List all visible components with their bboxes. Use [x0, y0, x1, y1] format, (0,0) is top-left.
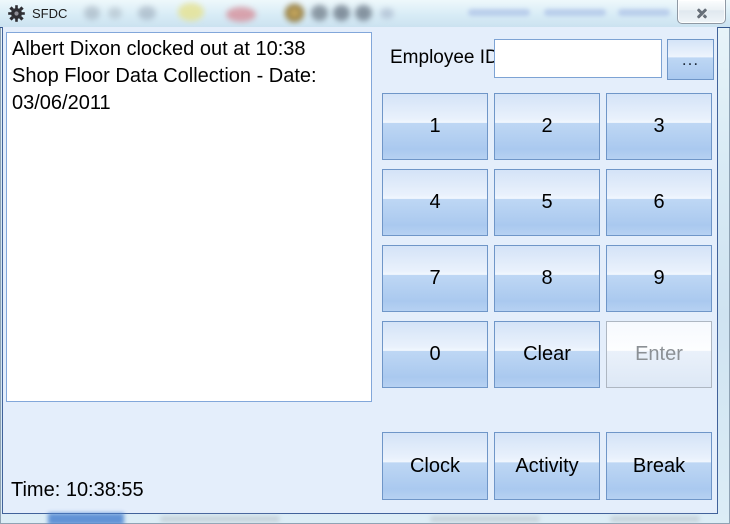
key-3[interactable]: 3: [606, 93, 712, 160]
key-2[interactable]: 2: [494, 93, 600, 160]
app-gear-icon: [8, 5, 25, 22]
break-button[interactable]: Break: [606, 432, 712, 500]
background-blur-blob: [226, 7, 256, 22]
background-blur-patch: [610, 516, 700, 522]
employee-id-label: Employee ID: [390, 47, 499, 68]
key-1[interactable]: 1: [382, 93, 488, 160]
enter-button[interactable]: Enter: [606, 321, 712, 388]
browse-button[interactable]: ...: [667, 39, 714, 80]
key-5[interactable]: 5: [494, 169, 600, 236]
key-9[interactable]: 9: [606, 245, 712, 312]
employee-id-input[interactable]: [494, 39, 662, 78]
background-blur-blob: [138, 6, 156, 20]
key-6[interactable]: 6: [606, 169, 712, 236]
background-blur-patch: [160, 516, 280, 522]
key-8[interactable]: 8: [494, 245, 600, 312]
message-display: Albert Dixon clocked out at 10:38 Shop F…: [6, 32, 372, 402]
background-blur-blob: [311, 5, 328, 21]
background-blur-text: [618, 9, 670, 16]
background-blur-blob: [84, 6, 100, 20]
background-blur-blob: [355, 5, 372, 21]
background-blur-text: [468, 9, 530, 16]
message-line: Shop Floor Data Collection - Date:: [12, 65, 317, 87]
current-time-label: Time: 10:38:55: [11, 479, 144, 501]
window-title: SFDC: [32, 6, 68, 21]
key-4[interactable]: 4: [382, 169, 488, 236]
client-area: Albert Dixon clocked out at 10:38 Shop F…: [2, 27, 718, 514]
clear-button[interactable]: Clear: [494, 321, 600, 388]
message-line: Albert Dixon clocked out at 10:38: [12, 38, 306, 60]
background-blur-text: [544, 9, 606, 16]
clock-button[interactable]: Clock: [382, 432, 488, 500]
activity-button[interactable]: Activity: [494, 432, 600, 500]
background-blur-blob: [285, 4, 304, 22]
background-blur-blob: [380, 8, 394, 19]
title-bar: SFDC: [0, 0, 730, 28]
background-blur-blob: [333, 5, 350, 21]
background-blur-patch: [430, 516, 540, 522]
key-0[interactable]: 0: [382, 321, 488, 388]
close-icon: [696, 7, 708, 19]
taskbar-blur-patch: [48, 513, 124, 524]
message-line: 03/06/2011: [12, 92, 111, 114]
background-blur-blob: [178, 3, 204, 21]
close-button[interactable]: [677, 0, 726, 24]
key-7[interactable]: 7: [382, 245, 488, 312]
background-blur-blob: [108, 7, 122, 19]
